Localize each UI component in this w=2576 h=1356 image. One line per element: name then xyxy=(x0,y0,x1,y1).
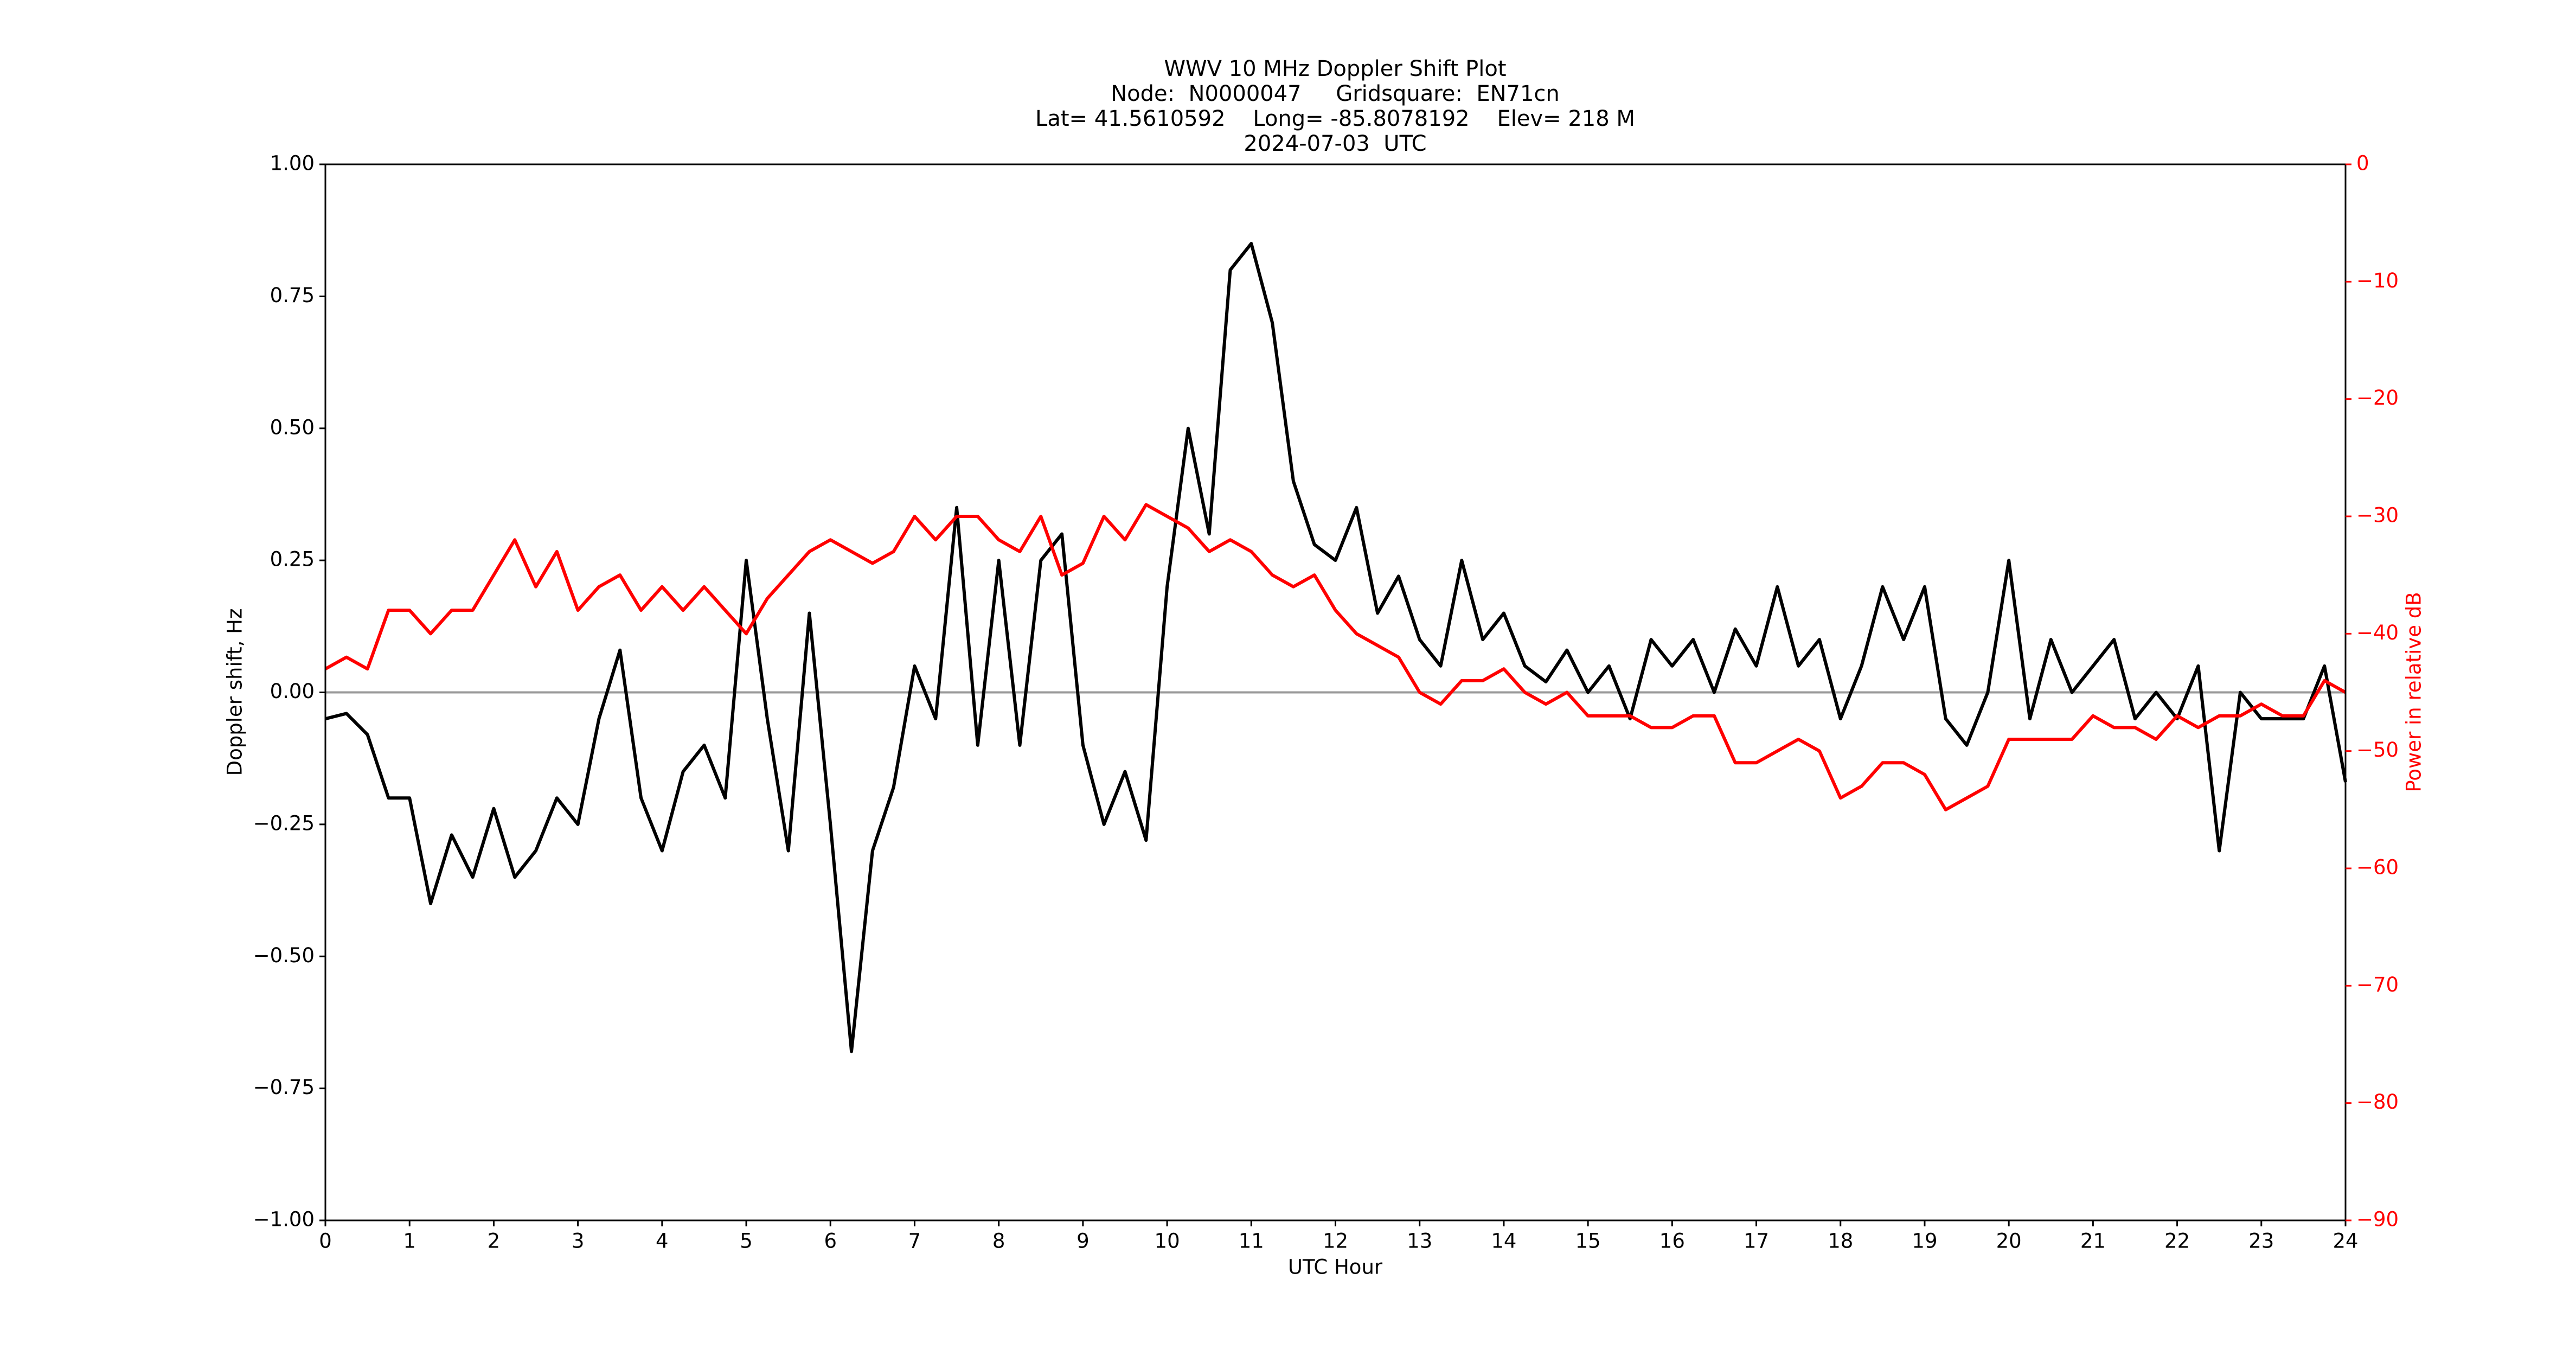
x-tick-label: 2 xyxy=(488,1230,501,1253)
y2-tick-label: −80 xyxy=(2356,1090,2399,1114)
y-tick-label: 0.00 xyxy=(270,680,315,703)
y-tick-label: 0.75 xyxy=(270,284,315,307)
x-tick-label: 12 xyxy=(1323,1230,1348,1253)
x-tick-label: 5 xyxy=(740,1230,753,1253)
y-tick-label: −0.75 xyxy=(253,1076,315,1099)
x-tick-label: 7 xyxy=(908,1230,921,1253)
x-tick-label: 0 xyxy=(319,1230,332,1253)
data-line xyxy=(325,242,2347,1053)
y2-tick-label: −10 xyxy=(2356,269,2399,292)
chart-title: 2024-07-03 UTC xyxy=(1244,131,1426,156)
y2-tick-label: −40 xyxy=(2356,621,2399,644)
y2-tick-label: −90 xyxy=(2356,1208,2399,1231)
x-tick-label: 9 xyxy=(1076,1230,1090,1253)
y-tick-label: 1.00 xyxy=(270,152,315,175)
y-tick-label: −0.25 xyxy=(253,811,315,835)
x-tick-label: 8 xyxy=(992,1230,1005,1253)
x-tick-label: 16 xyxy=(1659,1230,1685,1253)
x-tick-label: 24 xyxy=(2333,1230,2358,1253)
x-tick-label: 13 xyxy=(1407,1230,1432,1253)
y-tick-label: −1.00 xyxy=(253,1208,315,1231)
y2-axis-label: Power in relative dB xyxy=(2402,592,2426,792)
y-axis-label: Doppler shift, Hz xyxy=(223,609,247,776)
chart-title: Lat= 41.5610592 Long= -85.8078192 Elev= … xyxy=(1035,106,1635,131)
y2-tick-label: −60 xyxy=(2356,856,2399,879)
y2-tick-label: −20 xyxy=(2356,386,2399,410)
y2-tick-label: −70 xyxy=(2356,973,2399,996)
x-tick-label: 15 xyxy=(1575,1230,1601,1253)
x-tick-label: 6 xyxy=(824,1230,837,1253)
x-tick-label: 11 xyxy=(1239,1230,1264,1253)
chart-title: WWV 10 MHz Doppler Shift Plot xyxy=(1164,56,1506,81)
y2-tick-label: −30 xyxy=(2356,504,2399,527)
x-tick-label: 23 xyxy=(2248,1230,2274,1253)
y-tick-label: 0.25 xyxy=(270,548,315,571)
chart-title: Node: N0000047 Gridsquare: EN71cn xyxy=(1111,81,1560,106)
y2-tick-label: −50 xyxy=(2356,738,2399,762)
x-tick-label: 18 xyxy=(1828,1230,1853,1253)
y2-tick-label: 0 xyxy=(2356,152,2369,175)
x-axis-label: UTC Hour xyxy=(1288,1256,1383,1279)
x-tick-label: 21 xyxy=(2080,1230,2106,1253)
x-tick-label: 3 xyxy=(572,1230,585,1253)
x-tick-label: 22 xyxy=(2164,1230,2190,1253)
x-tick-label: 10 xyxy=(1155,1230,1180,1253)
data-line xyxy=(324,503,2347,811)
y-tick-label: 0.50 xyxy=(270,415,315,439)
x-tick-label: 1 xyxy=(403,1230,416,1253)
x-tick-label: 17 xyxy=(1744,1230,1769,1253)
x-tick-label: 20 xyxy=(1996,1230,2022,1253)
x-tick-label: 19 xyxy=(1912,1230,1937,1253)
y-tick-label: −0.50 xyxy=(253,944,315,967)
x-tick-label: 4 xyxy=(656,1230,669,1253)
x-tick-label: 14 xyxy=(1491,1230,1516,1253)
